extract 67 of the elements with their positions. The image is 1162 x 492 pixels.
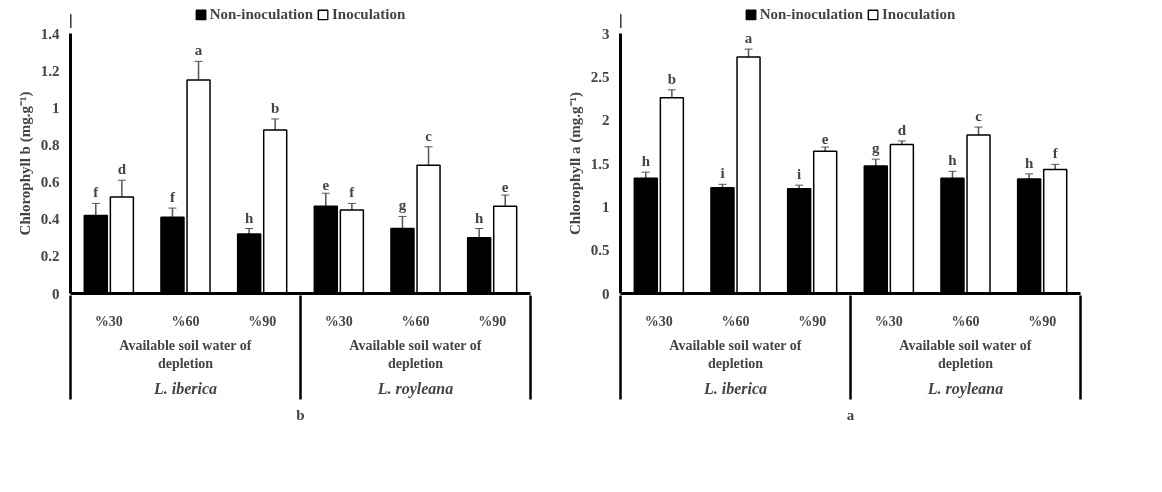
legend-label: Non-inoculation — [759, 5, 863, 23]
x-tick-label: %30 — [644, 313, 673, 329]
data-label: f — [93, 184, 100, 201]
y-tick-label: 0.8 — [40, 136, 60, 153]
y-tick-label: 2 — [602, 112, 610, 129]
x-tick-label: %60 — [401, 313, 430, 329]
data-label: h — [948, 152, 958, 169]
data-label: a — [194, 42, 203, 59]
x-tick-label: %30 — [324, 313, 353, 329]
text: b — [296, 406, 305, 423]
y-tick-label: 0 — [602, 285, 610, 302]
y-tick-label: 1.4 — [40, 25, 60, 42]
y-axis-title: Chlorophyll a (mg.g⁻¹) — [566, 92, 584, 235]
y-tick-label: 0 — [52, 285, 60, 302]
data-label: h — [244, 209, 254, 226]
data-label: i — [797, 166, 802, 183]
y-tick-label: 1.2 — [40, 62, 60, 79]
x-tick-label: %30 — [874, 313, 903, 329]
data-label: e — [821, 131, 829, 148]
x-tick-label: %60 — [951, 313, 980, 329]
legend-label: Inoculation — [332, 5, 406, 23]
x-tick-label: %90 — [798, 313, 827, 329]
data-label: b — [667, 70, 677, 87]
x-tick-label: %90 — [248, 313, 277, 329]
text: Available soil water of depletion — [669, 337, 802, 371]
data-label: f — [169, 189, 176, 206]
text: L. royleana — [376, 379, 454, 398]
x-tick-label: %60 — [721, 313, 750, 329]
text: L. iberica — [702, 379, 768, 397]
data-label: i — [720, 165, 725, 182]
data-label: a — [744, 30, 753, 47]
text: Available soil water of depletion — [119, 337, 252, 371]
x-tick-label: %90 — [478, 313, 507, 329]
x-tick-label: %60 — [171, 313, 200, 329]
data-label: d — [897, 121, 907, 138]
y-tick-label: 1 — [52, 99, 60, 116]
legend-label: Non-inoculation — [209, 5, 313, 23]
y-tick-label: 1.5 — [590, 155, 610, 172]
data-label: f — [1052, 145, 1059, 162]
data-label: e — [322, 177, 330, 194]
data-label: h — [641, 153, 651, 170]
y-tick-label: 0.2 — [40, 248, 60, 265]
x-tick-label: %90 — [1028, 313, 1057, 329]
data-label: c — [975, 108, 983, 125]
text: L. iberica — [152, 379, 218, 397]
data-label: h — [474, 209, 484, 226]
data-label: h — [1024, 154, 1034, 171]
text: a — [846, 406, 855, 423]
y-tick-label: 0.4 — [40, 211, 60, 228]
data-label: g — [872, 140, 881, 157]
data-label: c — [425, 127, 433, 144]
data-label: d — [117, 161, 127, 178]
data-label: b — [271, 99, 280, 116]
y-tick-label: 0.5 — [590, 242, 610, 259]
data-label: g — [398, 197, 407, 214]
legend-label: Inoculation — [882, 5, 956, 23]
text: Available soil water of depletion — [899, 337, 1032, 371]
y-tick-label: 0.6 — [40, 174, 60, 191]
data-label: e — [501, 179, 509, 196]
y-axis-title: Chlorophyll b (mg.g⁻¹) — [16, 91, 34, 236]
y-tick-label: 1 — [602, 198, 610, 215]
y-tick-label: 2.5 — [590, 68, 610, 85]
text: L. royleana — [926, 379, 1004, 398]
text: Available soil water of depletion — [349, 337, 482, 371]
y-tick-label: 3 — [602, 25, 610, 42]
data-label: f — [349, 184, 356, 201]
x-tick-label: %30 — [94, 313, 123, 329]
